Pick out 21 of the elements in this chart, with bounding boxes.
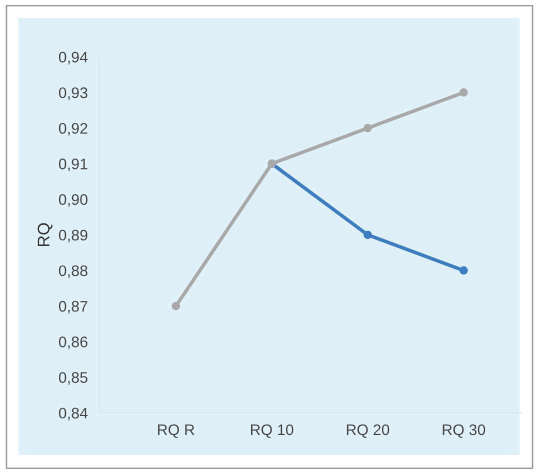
y-tick-label: 0,89: [58, 230, 88, 242]
x-tick-label: RQ 10: [251, 424, 294, 438]
point: [459, 88, 468, 97]
point: [364, 230, 372, 240]
x-tick-label: RQ 30: [442, 424, 486, 438]
y-tick-label: 0,85: [58, 372, 88, 385]
y-tick-label: 0,84: [58, 408, 88, 420]
y-tick-label: 0,87: [58, 300, 88, 314]
y-tick-label: 0,93: [58, 87, 88, 100]
point: [172, 302, 180, 310]
x-tick-label: RQ R: [158, 424, 194, 438]
y-tick-label: 0,90: [58, 194, 88, 207]
y-tick-label: 0,92: [58, 122, 88, 136]
x-tick-label: RQ 20: [346, 424, 390, 438]
y-tick-label: 0,94: [58, 52, 88, 64]
point: [364, 124, 372, 132]
y-axis-title: RQ: [38, 223, 52, 246]
y-tick-label: 0,91: [58, 158, 88, 172]
y-tick-label: 0,88: [58, 265, 88, 278]
y-tick-label: 0,86: [58, 336, 88, 350]
point: [459, 266, 468, 275]
